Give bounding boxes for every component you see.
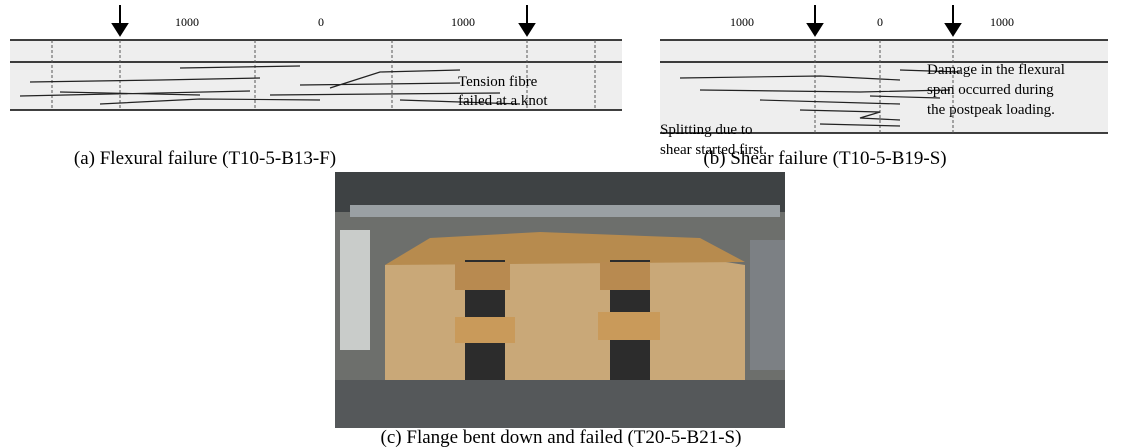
- annotation: span occurred during: [927, 82, 1054, 98]
- caption: (b) Shear failure (T10-5-B19-S): [703, 148, 946, 169]
- panel-a: 1000 0 1000 Tension fibre failed at a kn…: [10, 5, 622, 169]
- annotation: failed at a knot: [458, 93, 548, 109]
- caption: (a) Flexural failure (T10-5-B13-F): [74, 148, 336, 169]
- annotation: Tension fibre: [458, 74, 538, 90]
- figure: 1000 0 1000 Tension fibre failed at a kn…: [0, 0, 1122, 447]
- annotation: Splitting due to: [660, 122, 753, 138]
- dimension-label: 1000: [451, 15, 475, 29]
- dimension-label: 1000: [175, 15, 199, 29]
- annotation: the postpeak loading.: [927, 102, 1055, 118]
- dimension-label: 1000: [730, 15, 754, 29]
- annotation: Damage in the flexural: [927, 62, 1065, 78]
- dimension-label: 0: [877, 15, 883, 29]
- panel-b: 1000 0 1000 Splitting due to shear start…: [660, 5, 1108, 169]
- dimension-label: 1000: [990, 15, 1014, 29]
- photo: [335, 172, 785, 428]
- dimension-label: 0: [318, 15, 324, 29]
- caption: (c) Flange bent down and failed (T20-5-B…: [381, 427, 742, 447]
